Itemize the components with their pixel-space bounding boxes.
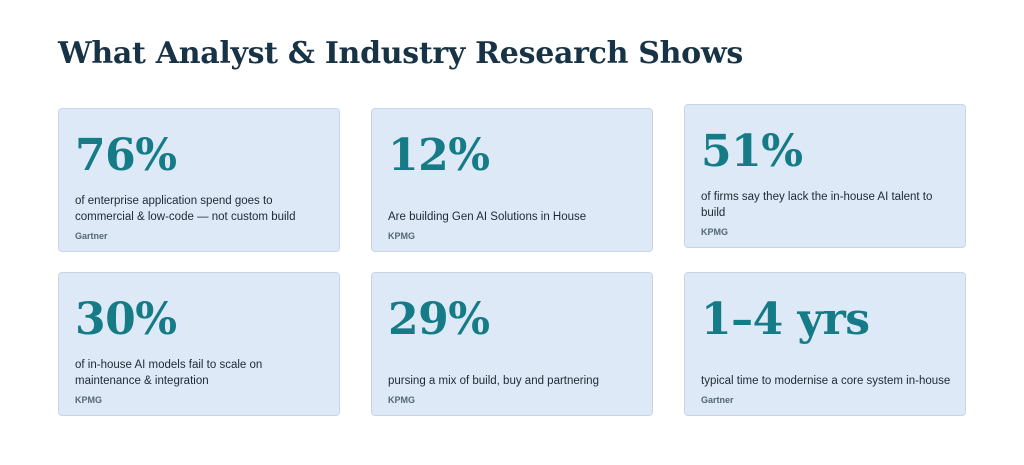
stat-source: KPMG bbox=[388, 395, 415, 405]
stat-card-ai-talent: 51% of firms say they lack the in-house … bbox=[684, 104, 966, 248]
stat-value: 29% bbox=[388, 294, 490, 345]
stat-card-genai-in-house: 12% Are building Gen AI Solutions in Hou… bbox=[371, 108, 653, 252]
stat-source: KPMG bbox=[701, 227, 728, 237]
stat-source: KPMG bbox=[388, 231, 415, 241]
stat-value: 51% bbox=[701, 126, 803, 177]
stat-source: Gartner bbox=[75, 231, 108, 241]
stat-card-models-fail-to-scale: 30% of in-house AI models fail to scale … bbox=[58, 272, 340, 416]
stat-value: 76% bbox=[75, 130, 177, 181]
stat-value: 1–4 yrs bbox=[701, 294, 870, 345]
page-title: What Analyst & Industry Research Shows bbox=[58, 36, 743, 71]
stat-description: Are building Gen AI Solutions in House bbox=[388, 211, 587, 223]
stat-value: 12% bbox=[388, 130, 490, 181]
stat-source: Gartner bbox=[701, 395, 734, 405]
stat-card-enterprise-spend: 76% of enterprise application spend goes… bbox=[58, 108, 340, 252]
stat-value: 30% bbox=[75, 294, 177, 345]
stat-card-modernise-time: 1–4 yrs typical time to modernise a core… bbox=[684, 272, 966, 416]
stat-source: KPMG bbox=[75, 395, 102, 405]
stat-description: of in-house AI models fail to scale on m… bbox=[75, 359, 263, 387]
stat-card-build-buy-partner: 29% pursing a mix of build, buy and part… bbox=[371, 272, 653, 416]
stat-description: typical time to modernise a core system … bbox=[701, 375, 951, 387]
stat-description: pursing a mix of build, buy and partneri… bbox=[388, 375, 599, 387]
stat-description: of enterprise application spend goes to … bbox=[75, 195, 296, 223]
stat-description: of firms say they lack the in-house AI t… bbox=[701, 191, 933, 219]
